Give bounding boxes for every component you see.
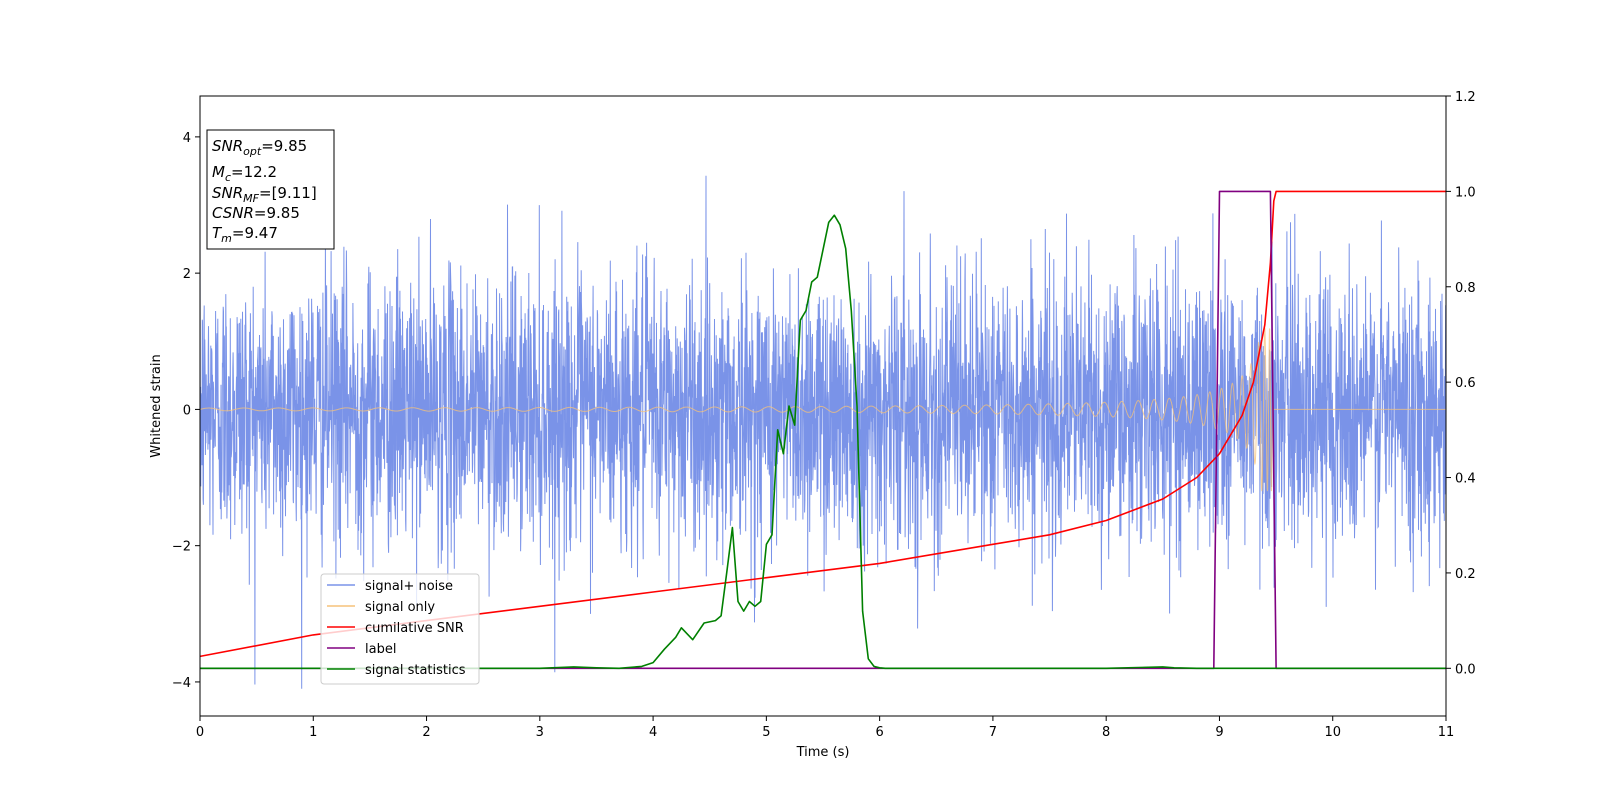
x-tick-label: 6 — [875, 725, 883, 740]
y-right-tick-label: 1.2 — [1455, 90, 1476, 105]
series-signal-noise-line — [199, 175, 1447, 689]
y-tick-label: 2 — [183, 267, 191, 282]
legend-label-signal-noise: signal+ noise — [365, 579, 453, 594]
y-right-tick-label: 0.6 — [1455, 376, 1476, 391]
x-tick-label: 3 — [536, 725, 544, 740]
y-right-tick-label: 0.0 — [1455, 662, 1476, 677]
x-tick-label: 9 — [1215, 725, 1223, 740]
y-right-tick-label: 1.0 — [1455, 185, 1476, 200]
x-tick-label: 0 — [196, 725, 204, 740]
y-right-tick-label: 0.8 — [1455, 281, 1476, 296]
info-snr-mf: SNRMF=[9.11] — [212, 184, 317, 205]
x-tick-label: 1 — [309, 725, 317, 740]
legend-label-cumulative-snr: cumilative SNR — [365, 621, 464, 636]
plot-area — [199, 175, 1447, 689]
legend-label-signal-statistics: signal statistics — [365, 663, 466, 678]
legend-label-signal-only: signal only — [365, 600, 435, 615]
series-cumulative-snr-line — [199, 190, 1446, 658]
x-tick-label: 7 — [989, 725, 997, 740]
legend: signal+ noise signal only cumilative SNR… — [320, 573, 480, 685]
info-snr-opt: SNRopt=9.85 — [212, 137, 307, 158]
axes: 0 1 2 3 4 5 6 7 8 9 10 11 −4 −2 0 2 4 0.0 0.2 0.4 0.6 0.8 1.0 1… — [172, 90, 1476, 740]
x-tick-label: 11 — [1438, 725, 1455, 740]
info-box-frame — [206, 129, 335, 250]
info-csnr: CSNR=9.85 — [212, 204, 300, 222]
y-tick-label: 0 — [183, 403, 191, 418]
y-tick-label: −4 — [172, 676, 191, 691]
legend-frame — [320, 573, 480, 685]
x-tick-label: 5 — [762, 725, 770, 740]
y-tick-label: −2 — [172, 540, 191, 555]
plot-frame — [199, 95, 1447, 717]
x-tick-label: 4 — [649, 725, 657, 740]
series-signal-statistics-line — [200, 214, 1446, 670]
y-right-tick-label: 0.4 — [1455, 472, 1476, 487]
x-tick-label: 10 — [1324, 725, 1341, 740]
x-axis-label: Time (s) — [796, 745, 850, 760]
info-mc: Mc=12.2 — [212, 163, 277, 184]
x-tick-label: 2 — [422, 725, 430, 740]
y-right-tick-label: 0.2 — [1455, 567, 1476, 582]
legend-label-label: label — [365, 642, 396, 657]
y-axis-label: Whitened strain — [149, 354, 164, 457]
y-tick-label: 4 — [183, 131, 191, 146]
info-tm: Tm=9.47 — [212, 224, 278, 245]
x-tick-label: 8 — [1102, 725, 1110, 740]
info-box: SNRopt=9.85 Mc=12.2 SNRMF=[9.11] CSNR=9.… — [206, 129, 335, 250]
series-signal-only-line — [199, 326, 1446, 492]
